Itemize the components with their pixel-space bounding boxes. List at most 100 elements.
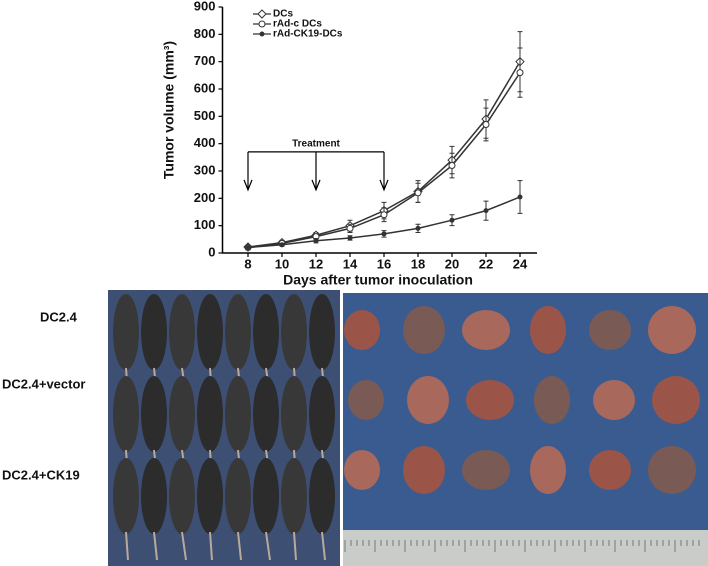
tumor: [407, 376, 449, 424]
y-tick-label: 400: [194, 135, 216, 150]
x-tick-label: 16: [377, 256, 391, 271]
marker: [313, 238, 319, 244]
tumor: [593, 380, 635, 420]
legend-label: rAd-CK19-DCs: [273, 29, 343, 40]
tumor: [344, 450, 380, 490]
mouse-tail: [125, 531, 129, 561]
marker: [482, 121, 490, 129]
treatment-arrow: [379, 151, 389, 192]
mouse: [141, 458, 167, 534]
mouse: [309, 294, 335, 370]
y-axis-label: Tumor volume (mm³): [161, 41, 177, 179]
x-tick-label: 12: [309, 256, 323, 271]
y-tick-label: 200: [194, 190, 216, 205]
marker: [380, 211, 388, 219]
mouse: [197, 376, 223, 452]
y-tick-label: 100: [194, 217, 216, 232]
mouse: [113, 294, 139, 370]
treatment-arrow: [311, 151, 321, 192]
photos: [108, 290, 708, 566]
mouse-tail: [265, 531, 271, 561]
x-tick-label: 14: [343, 256, 358, 271]
mouse: [141, 376, 167, 452]
mouse: [169, 458, 195, 534]
legend-label: DCs: [273, 9, 293, 20]
photo-label: DC2.4: [40, 309, 78, 324]
mouse-tail: [153, 531, 158, 561]
mouse: [281, 376, 307, 452]
marker: [279, 242, 285, 248]
marker: [415, 225, 421, 231]
mouse-tail: [293, 531, 297, 561]
x-tick-label: 18: [411, 256, 425, 271]
marker: [347, 235, 353, 241]
mouse: [197, 294, 223, 370]
y-tick-label: 900: [194, 0, 216, 13]
tumor: [403, 306, 445, 354]
x-tick-label: 24: [513, 256, 528, 271]
legend-marker: [257, 9, 267, 19]
photo-label: DC2.4+vector: [2, 376, 85, 391]
photo-label: DC2.4+CK19: [2, 467, 80, 482]
y-tick-label: 0: [208, 244, 215, 259]
marker: [483, 208, 489, 214]
mouse: [225, 458, 251, 534]
mouse: [309, 376, 335, 452]
tumor: [648, 446, 696, 494]
ruler: [343, 530, 708, 566]
y-tick-label: 500: [194, 108, 216, 123]
x-tick-label: 20: [445, 256, 459, 271]
mouse: [253, 294, 279, 370]
marker: [449, 217, 455, 223]
x-tick-label: 10: [275, 256, 289, 271]
tumor: [648, 306, 696, 354]
mouse: [253, 376, 279, 452]
tumor: [344, 310, 380, 350]
tumor: [589, 450, 631, 490]
x-tick-label: 22: [479, 256, 493, 271]
tumor: [530, 306, 566, 354]
mouse-tail: [181, 531, 187, 561]
y-tick-label: 800: [194, 26, 216, 41]
tumor: [348, 380, 384, 420]
mouse: [225, 376, 251, 452]
mouse: [113, 458, 139, 534]
tumor: [534, 376, 570, 424]
tumor: [589, 310, 631, 350]
tumor: [462, 310, 510, 350]
treatment-arrow: [243, 151, 253, 192]
mouse: [281, 458, 307, 534]
tumor: [652, 376, 700, 424]
marker: [381, 231, 387, 237]
mouse: [113, 376, 139, 452]
tumor: [462, 450, 510, 490]
y-tick-label: 700: [194, 53, 216, 68]
mouse: [169, 376, 195, 452]
marker: [245, 245, 251, 251]
marker: [346, 224, 354, 232]
tumor: [466, 380, 514, 420]
mouse-tail: [321, 531, 326, 561]
mouse-tail: [209, 531, 213, 561]
legend-marker: [258, 20, 266, 28]
legend-marker: [259, 31, 265, 37]
mouse: [281, 294, 307, 370]
tumor-photo: [343, 293, 708, 566]
mouse: [225, 294, 251, 370]
tumor: [530, 446, 566, 494]
marker: [516, 69, 524, 77]
x-tick-label: 8: [244, 256, 251, 271]
mouse-tail: [237, 531, 242, 561]
mouse: [309, 458, 335, 534]
annotation-text: Treatment: [292, 139, 340, 150]
x-axis-label: Days after tumor inoculation: [283, 272, 473, 288]
mouse: [169, 294, 195, 370]
legend-label: rAd-c DCs: [273, 19, 322, 30]
marker: [448, 162, 456, 170]
mouse: [141, 294, 167, 370]
marker: [414, 189, 422, 197]
mouse: [197, 458, 223, 534]
y-tick-label: 300: [194, 162, 216, 177]
